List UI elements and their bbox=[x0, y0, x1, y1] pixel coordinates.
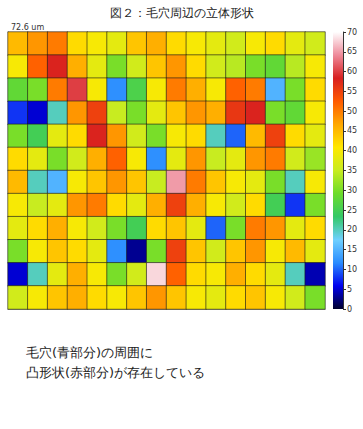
svg-text:45: 45 bbox=[347, 126, 357, 135]
svg-text:72.6 um: 72.6 um bbox=[11, 23, 44, 32]
svg-text:15: 15 bbox=[347, 245, 357, 254]
svg-text:35: 35 bbox=[347, 166, 357, 175]
svg-text:65: 65 bbox=[347, 47, 357, 56]
svg-text:25: 25 bbox=[347, 206, 357, 215]
svg-text:図２：毛穴周辺の立体形状: 図２：毛穴周辺の立体形状 bbox=[110, 6, 254, 20]
svg-text:10: 10 bbox=[347, 265, 357, 274]
svg-text:60: 60 bbox=[347, 67, 357, 76]
svg-text:20: 20 bbox=[347, 225, 357, 234]
svg-text:55: 55 bbox=[347, 87, 357, 96]
svg-text:30: 30 bbox=[347, 186, 357, 195]
svg-text:5: 5 bbox=[347, 285, 352, 294]
svg-text:凸形状(赤部分)が存在している: 凸形状(赤部分)が存在している bbox=[26, 365, 205, 380]
svg-text:70: 70 bbox=[347, 28, 357, 37]
svg-text:0: 0 bbox=[347, 305, 352, 314]
svg-text:40: 40 bbox=[347, 146, 357, 155]
svg-text:50: 50 bbox=[347, 107, 357, 116]
svg-text:毛穴(青部分)の周囲に: 毛穴(青部分)の周囲に bbox=[26, 345, 153, 360]
